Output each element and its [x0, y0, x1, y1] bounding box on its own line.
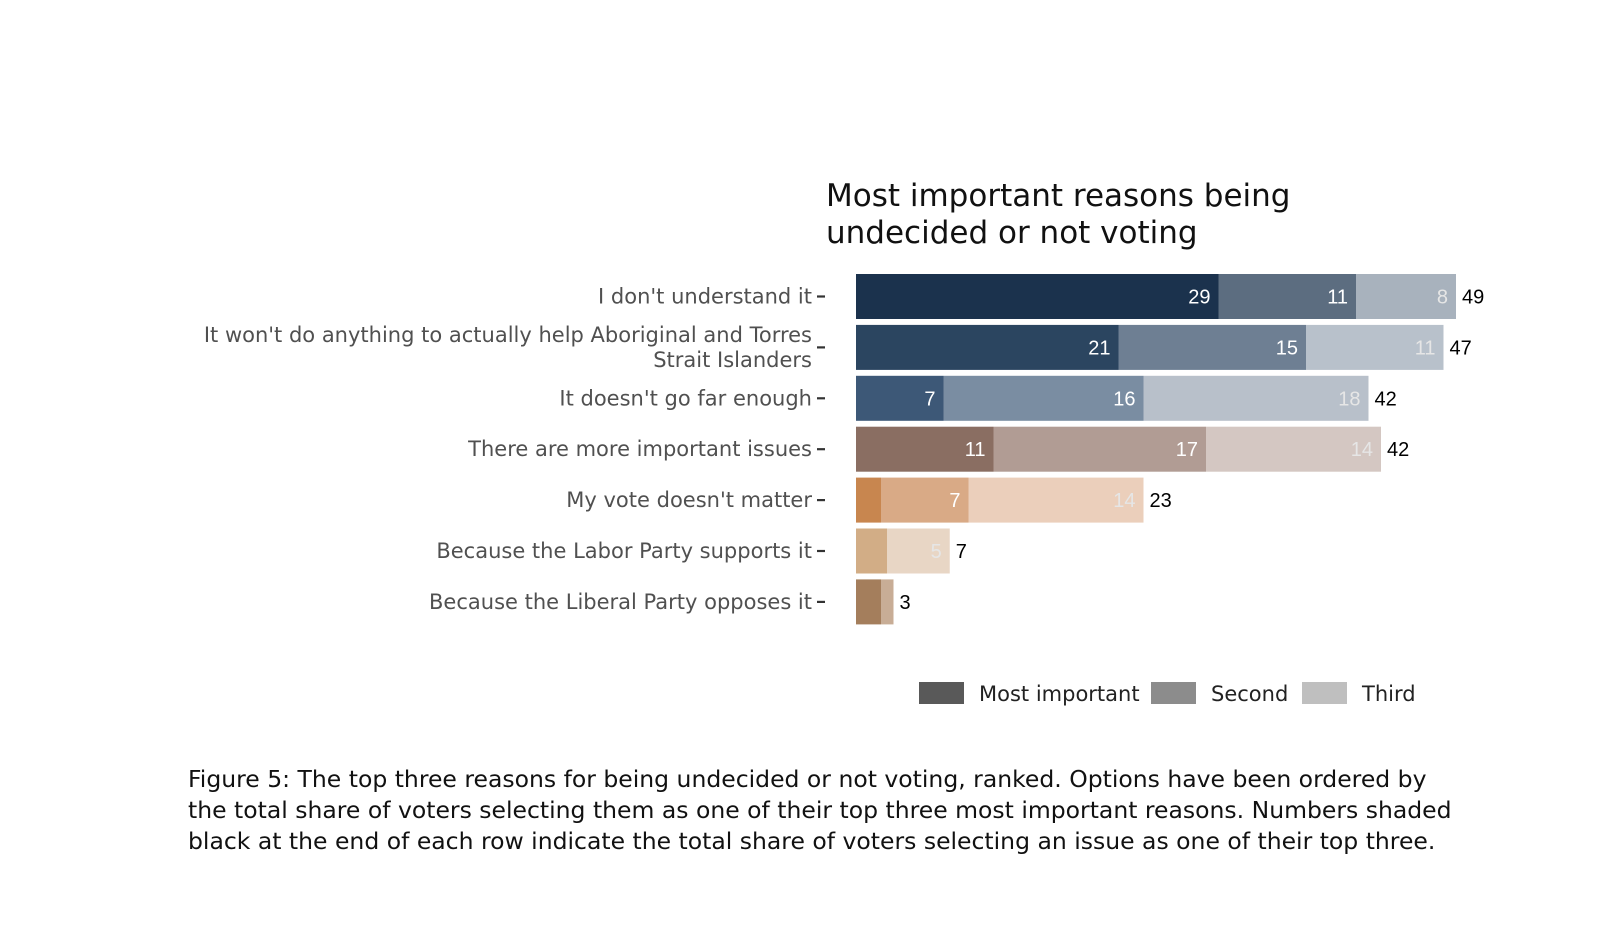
- bar-segment-third: [968, 477, 1144, 523]
- bar-row: Because the Liberal Party opposes it 3: [429, 579, 911, 625]
- bar-segment-most-important: [856, 426, 994, 472]
- legend-swatch: [919, 682, 964, 704]
- bar-segment-most-important: [856, 579, 881, 625]
- bar-row: Because the Labor Party supports it 5 7: [436, 528, 967, 574]
- segment-value-label: 18: [1338, 388, 1360, 410]
- bar-segment-second: [993, 426, 1206, 472]
- bar-row: I don't understand it 29 11 8 49: [598, 274, 1484, 319]
- segment-value-label: 29: [1188, 287, 1210, 309]
- category-label: There are more important issues: [467, 437, 812, 461]
- segment-value-label: 17: [1176, 439, 1198, 461]
- bar-segment-most-important: [856, 477, 881, 523]
- caption-line: black at the end of each row indicate th…: [188, 827, 1436, 855]
- bar-segment-third: [887, 528, 950, 574]
- legend-label: Third: [1361, 682, 1416, 706]
- legend-label: Second: [1211, 682, 1288, 706]
- bar-segment-third: [1143, 375, 1369, 421]
- row-total-label: 42: [1375, 388, 1397, 410]
- segment-value-label: 11: [1415, 337, 1436, 359]
- bar-segment-second: [1118, 324, 1306, 370]
- chart-title-line: Most important reasons being: [826, 178, 1290, 214]
- bar-segment-most-important: [856, 324, 1119, 370]
- figure-caption: Figure 5: The top three reasons for bein…: [188, 764, 1452, 857]
- legend-swatch: [1151, 682, 1196, 704]
- bar-row: There are more important issues 11 17 14 42: [467, 426, 1409, 472]
- legend-swatch: [1302, 682, 1347, 704]
- row-total-label: 49: [1462, 287, 1484, 309]
- chart-title-line: undecided or not voting: [826, 215, 1198, 251]
- bar-segment-second: [1218, 274, 1356, 319]
- category-label: Strait Islanders: [653, 348, 812, 372]
- segment-value-label: 11: [965, 439, 986, 461]
- segment-value-label: 7: [949, 490, 960, 512]
- row-total-label: 3: [900, 592, 911, 614]
- segment-value-label: 14: [1113, 490, 1135, 512]
- bar-row: It won't do anything to actually help Ab…: [204, 323, 1472, 372]
- segment-value-label: 7: [924, 388, 935, 410]
- bar-segment-second: [881, 579, 894, 625]
- bar-segment-third: [1306, 324, 1444, 370]
- segment-value-label: 15: [1276, 337, 1298, 359]
- bar-segment-second: [881, 477, 969, 523]
- chart-rows: I don't understand it 29 11 8 49 It won't do …: [204, 274, 1484, 625]
- segment-value-label: 11: [1327, 287, 1348, 309]
- row-total-label: 23: [1150, 490, 1172, 512]
- segment-value-label: 21: [1088, 337, 1110, 359]
- bar-row: It doesn't go far enough 7 16 18 42: [559, 375, 1397, 421]
- bar-row: My vote doesn't matter 7 14 23: [566, 477, 1172, 523]
- caption-line: Figure 5: The top three reasons for bein…: [188, 765, 1427, 793]
- row-total-label: 42: [1387, 439, 1409, 461]
- category-label: Because the Labor Party supports it: [436, 539, 812, 563]
- category-label: I don't understand it: [598, 285, 812, 309]
- bar-segment-third: [1356, 274, 1456, 319]
- bar-segment-most-important: [856, 274, 1219, 319]
- segment-value-label: 14: [1351, 439, 1373, 461]
- bar-segment-third: [1206, 426, 1381, 472]
- row-total-label: 47: [1450, 337, 1472, 359]
- legend-label: Most important: [979, 682, 1140, 706]
- segment-value-label: 5: [931, 541, 942, 563]
- category-label: It doesn't go far enough: [559, 386, 812, 410]
- bar-segment-second: [943, 375, 1144, 421]
- legend: Most important Second Third: [919, 682, 1416, 706]
- row-total-label: 7: [956, 541, 967, 563]
- bar-segment-most-important: [856, 528, 888, 574]
- category-label: It won't do anything to actually help Ab…: [204, 323, 812, 347]
- category-label: My vote doesn't matter: [566, 488, 812, 512]
- segment-value-label: 8: [1437, 287, 1448, 309]
- segment-value-label: 16: [1113, 388, 1135, 410]
- category-label: Because the Liberal Party opposes it: [429, 590, 812, 614]
- bar-segment-most-important: [856, 375, 944, 421]
- caption-line: the total share of voters selecting them…: [188, 796, 1452, 824]
